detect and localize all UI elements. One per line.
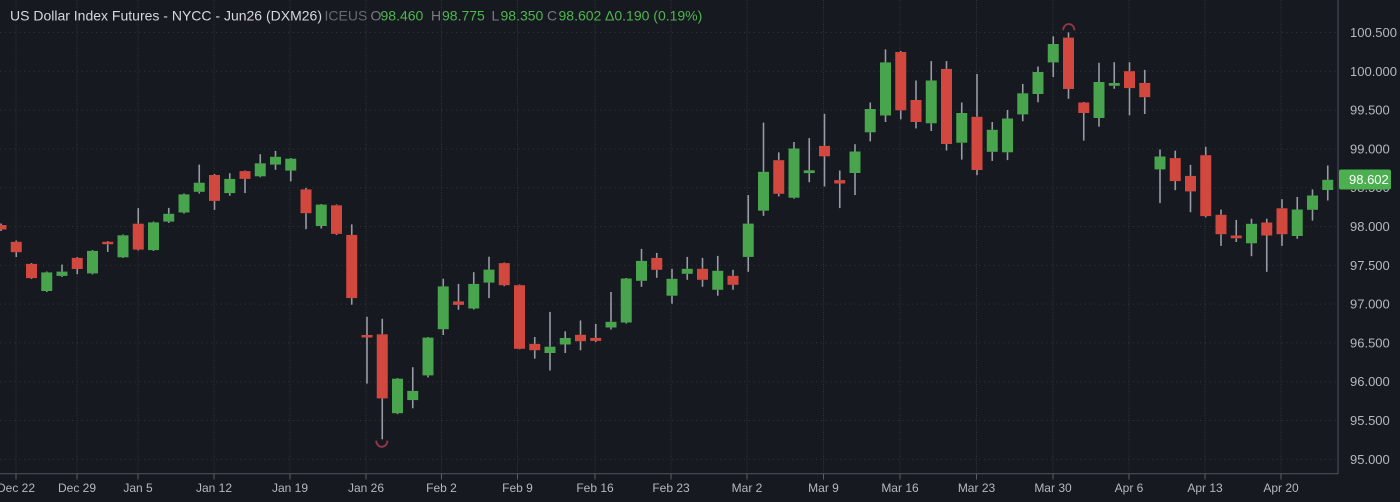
svg-text:96.000: 96.000 <box>1350 374 1390 389</box>
svg-text:Mar 2: Mar 2 <box>732 481 763 495</box>
svg-text:Mar 30: Mar 30 <box>1034 481 1072 495</box>
svg-text:Jan 5: Jan 5 <box>123 481 153 495</box>
svg-text:ICEUS: ICEUS <box>325 8 368 24</box>
svg-text:97.000: 97.000 <box>1350 297 1390 312</box>
svg-text:Mar 23: Mar 23 <box>958 481 996 495</box>
svg-text:98.602: 98.602 <box>559 8 602 24</box>
svg-text:Dec 22: Dec 22 <box>0 481 35 495</box>
svg-text:95.000: 95.000 <box>1350 452 1390 467</box>
svg-text:Δ0.190 (0.19%): Δ0.190 (0.19%) <box>605 8 702 24</box>
svg-text:Feb 2: Feb 2 <box>426 481 457 495</box>
svg-text:95.500: 95.500 <box>1350 413 1390 428</box>
svg-text:96.500: 96.500 <box>1350 335 1390 350</box>
svg-text:US Dollar Index Futures - NYCC: US Dollar Index Futures - NYCC - Jun26 (… <box>10 8 322 24</box>
svg-text:99.000: 99.000 <box>1350 141 1390 156</box>
svg-text:100.500: 100.500 <box>1350 25 1397 40</box>
svg-text:O: O <box>371 8 382 24</box>
svg-text:Apr 13: Apr 13 <box>1187 481 1223 495</box>
svg-text:99.500: 99.500 <box>1350 103 1390 118</box>
svg-text:Dec 29: Dec 29 <box>58 481 96 495</box>
svg-text:C: C <box>547 8 557 24</box>
svg-text:98.350: 98.350 <box>501 8 544 24</box>
svg-text:Apr 20: Apr 20 <box>1263 481 1299 495</box>
svg-text:L: L <box>492 8 500 24</box>
svg-text:H: H <box>431 8 441 24</box>
svg-text:98.460: 98.460 <box>381 8 424 24</box>
svg-text:Jan 26: Jan 26 <box>348 481 384 495</box>
svg-text:Apr 6: Apr 6 <box>1115 481 1144 495</box>
svg-text:Feb 9: Feb 9 <box>502 481 533 495</box>
svg-text:Jan 19: Jan 19 <box>272 481 308 495</box>
svg-text:98.602: 98.602 <box>1349 172 1389 187</box>
svg-text:97.500: 97.500 <box>1350 258 1390 273</box>
svg-text:Mar 9: Mar 9 <box>808 481 839 495</box>
svg-text:100.000: 100.000 <box>1350 64 1397 79</box>
svg-text:Feb 23: Feb 23 <box>652 481 690 495</box>
svg-text:Mar 16: Mar 16 <box>881 481 919 495</box>
svg-text:Feb 16: Feb 16 <box>576 481 614 495</box>
svg-text:98.775: 98.775 <box>442 8 485 24</box>
svg-text:Jan 12: Jan 12 <box>196 481 232 495</box>
svg-text:98.000: 98.000 <box>1350 219 1390 234</box>
